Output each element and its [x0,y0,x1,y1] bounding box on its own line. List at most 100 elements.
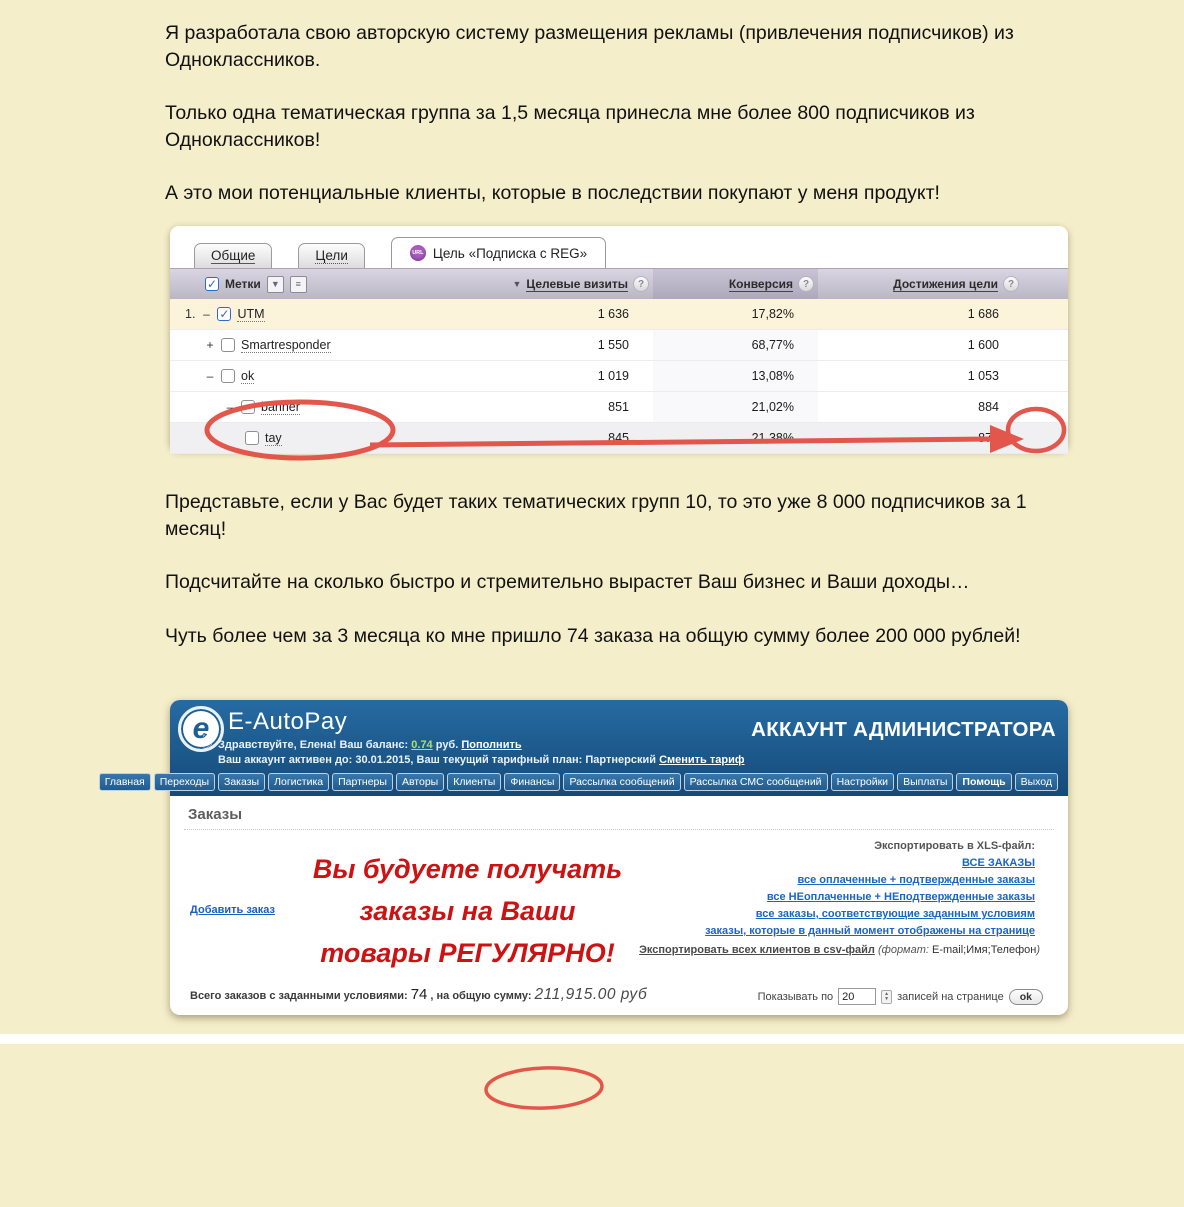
cell-goals: 1 686 [967,307,999,321]
metrika-tab-2[interactable]: Цели [298,243,365,268]
greeting-line-1: Здравствуйте, Елена! Ваш баланс: 0.74 ру… [218,738,744,753]
spinner-up-icon[interactable]: ▲ [884,990,890,997]
metrika-tab-3[interactable]: URL Цель «Подписка с REG» [390,237,607,269]
conversion-header-text: Конверсия [728,276,793,292]
tariff-text: Ваш аккаунт активен до: 30.01.2015, Ваш … [218,754,660,766]
visits-column-header[interactable]: ▼ Целевые визиты ? [463,269,653,299]
cell-visits: 1 550 [597,338,629,352]
intro-paragraph-3: А это мои потенциальные клиенты, которые… [165,182,940,204]
cell-visits: 1 019 [597,369,629,383]
nav-item[interactable]: Логистика [268,773,330,791]
pager: Показывать по ▲▼ записей на странице ok [758,988,1043,1005]
spinner-down-icon[interactable]: ▼ [884,995,890,1002]
export-link[interactable]: ВСЕ ЗАКАЗЫ [961,857,1035,869]
middle-paragraph-1: Представьте, если у Вас будет таких тема… [165,491,1027,540]
metrika-table-body: 1. – ✓ UTM 1 636 17,82% 1 686 + Smartresponder 1 … [170,299,1068,454]
row-checkbox[interactable] [221,338,235,352]
export-links-list: ВСЕ ЗАКАЗЫ все оплаченные + подтвержденны… [615,855,1035,940]
conversion-column-header[interactable]: Конверсия ? [653,269,818,299]
nav-item[interactable]: Финансы [504,773,561,791]
totals-sum: 211,915.00 руб [534,986,648,1003]
middle-paragraph-3: Чуть более чем за 3 месяца ко мне пришло… [165,624,1021,647]
select-all-checkbox[interactable]: ✓ [205,277,219,291]
page-size-input[interactable] [838,988,877,1005]
eautopay-panel: e ☝ E-AutoPay Здравствуйте, Елена! Ваш б… [98,700,1068,1110]
metrika-table-row: – banner 851 21,02% 884 [170,392,1068,423]
title-divider [184,829,1054,830]
visits-help-icon[interactable]: ? [633,276,649,292]
nav-item[interactable]: Переходы [153,773,215,791]
row-checkbox[interactable] [221,369,235,383]
nav-item[interactable]: Главная [98,773,151,791]
nav-item[interactable]: Рассылка сообщений [563,773,681,791]
conversion-help-icon[interactable]: ? [798,276,814,292]
goals-column-header[interactable]: Достижения цели ? [818,269,1023,299]
export-link[interactable]: все оплаченные + подтвержденные заказы [797,874,1035,886]
intro-paragraph-2: Только одна тематическая группа за 1,5 м… [165,102,975,151]
list-view-icon[interactable]: ≡ [289,275,307,293]
nav-item[interactable]: Настройки [830,773,895,791]
row-label-cell: + Smartresponder [170,338,463,353]
row-checkbox[interactable] [241,400,255,414]
export-csv-link[interactable]: Экспортировать всех клиентов в csv-файл [639,944,875,956]
intro-paragraph-1: Я разработала свою авторскую систему раз… [165,22,1014,71]
eautopay-logo-icon: e [178,706,224,752]
account-type-title: АККАУНТ АДМИНИСТРАТОРА [751,718,1056,741]
cell-conv: 21,38% [751,431,794,445]
cell-visits: 851 [608,400,629,414]
add-order-link[interactable]: Добавить заказ [190,904,275,916]
brand-name: E-AutoPay [228,708,348,735]
cell-goals: 884 [978,400,999,414]
nav-item[interactable]: Выход [1014,773,1058,791]
goals-help-icon[interactable]: ? [1003,276,1019,292]
middle-paragraph-2: Подсчитайте на сколько быстро и стремите… [165,571,970,593]
metrika-table-row: + Smartresponder 1 550 68,77% 1 600 [170,330,1068,361]
change-tariff-link[interactable]: Сменить тариф [659,754,745,766]
metrika-table-row: – ok 1 019 13,08% 1 053 [170,361,1068,392]
export-links-block: Экспортировать в XLS-файл: ВСЕ ЗАКАЗЫ все… [615,838,1035,940]
row-label-link[interactable]: Smartresponder [241,337,331,353]
row-checkbox[interactable]: ✓ [217,307,232,321]
cell-goals: 878 [978,431,999,445]
promo-line: товары РЕГУЛЯРНО! [320,938,615,968]
main-nav: Главная Переходы Заказы Логистика Партнеры Ав… [98,773,1058,791]
row-checkbox[interactable] [245,431,259,445]
spinner-stepper[interactable]: ▲ ▼ [881,989,893,1004]
metrika-table-header: ✓ Метки ▼ ≡ ▼ Целевые визиты ? Конверсия… [170,268,1068,300]
visits-header-text: Целевые визиты [526,276,628,292]
ok-button[interactable]: ok [1008,988,1043,1005]
nav-item[interactable]: Рассылка СМС сообщений [683,773,828,791]
nav-item[interactable]: Выплаты [897,773,954,791]
nav-item[interactable]: Заказы [218,773,266,791]
bottom-white-strip [0,1034,1184,1044]
collapse-toggle[interactable]: – [226,400,234,414]
totals-count: 74 [410,986,428,1003]
nav-item[interactable]: Партнеры [332,773,393,791]
totals-line: Всего заказов с заданными условиями: 74 … [190,986,647,1004]
intro-text: Я разработала свою авторскую систему раз… [165,20,1075,234]
collapse-toggle[interactable]: – [203,307,210,321]
cell-goals: 1 600 [967,338,999,352]
nav-item[interactable]: Клиенты [447,773,502,791]
nav-item[interactable]: Помощь [956,773,1012,791]
row-index: 1. [185,307,196,321]
expand-toggle[interactable]: + [206,338,214,352]
row-label-link[interactable]: banner [261,399,300,415]
export-link[interactable]: все заказы, соответствующие заданным усл… [755,908,1035,920]
collapse-toggle[interactable]: – [206,369,214,383]
nav-item[interactable]: Авторы [395,773,445,791]
topup-link[interactable]: Пополнить [461,739,522,751]
row-label-link[interactable]: UTM [237,306,265,322]
metrika-tab-1[interactable]: Общие [194,243,273,268]
labels-header-text: Метки [225,277,261,291]
row-label-link[interactable]: ok [241,368,255,384]
cell-visits: 845 [608,431,629,445]
export-link[interactable]: заказы, которые в данный момент отображе… [705,925,1035,937]
export-xls-label: Экспортировать в XLS-файл: [874,840,1035,852]
balance-link[interactable]: 0.74 [411,739,433,751]
export-link[interactable]: все НЕоплаченные + НЕподтвержденные зака… [766,891,1035,903]
filter-icon[interactable]: ▼ [266,275,284,293]
row-label-link[interactable]: tay [265,430,282,446]
url-goal-icon: URL [409,245,426,261]
csv-note-format: E-mail;Имя;Телефон [931,944,1037,956]
